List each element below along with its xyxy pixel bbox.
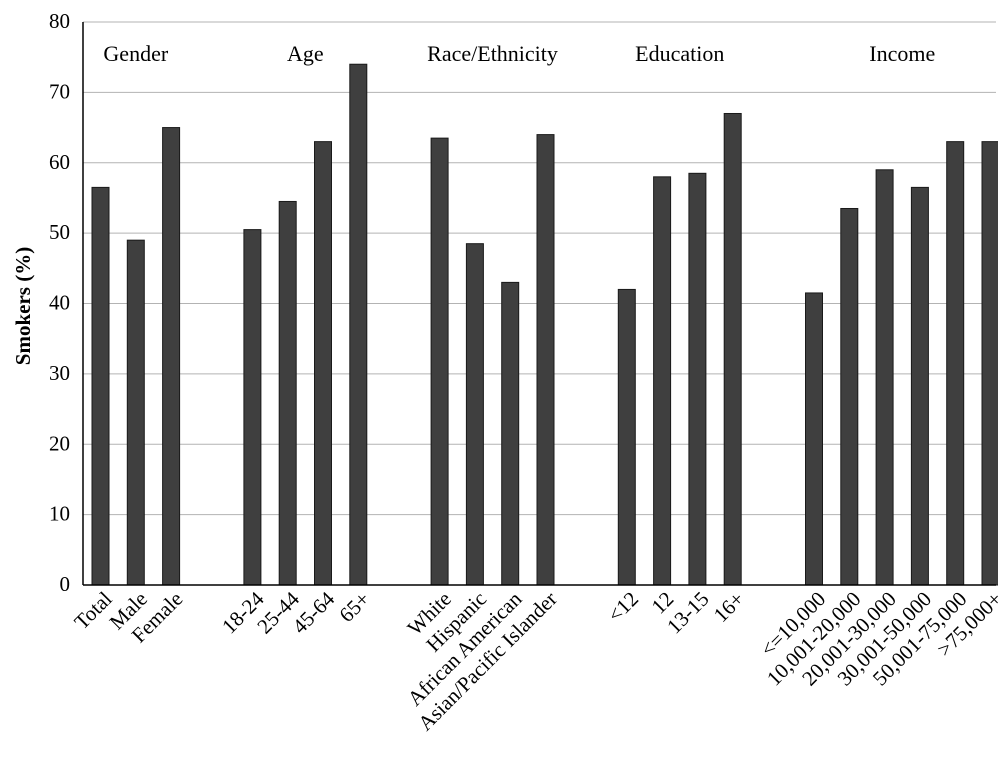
y-tick-label: 30 bbox=[49, 361, 70, 385]
x-tick-label: 13-15 bbox=[662, 587, 714, 639]
y-tick-label: 70 bbox=[49, 79, 70, 103]
x-tick-label: <12 bbox=[603, 587, 643, 627]
y-axis-title: Smokers (%) bbox=[11, 247, 35, 365]
y-tick-label: 10 bbox=[49, 502, 70, 526]
group-label: Race/Ethnicity bbox=[427, 41, 558, 66]
group-label: Age bbox=[287, 41, 324, 66]
bar bbox=[278, 200, 297, 586]
bar bbox=[805, 292, 823, 586]
y-tick-label: 50 bbox=[49, 220, 70, 244]
bar bbox=[723, 112, 742, 586]
bar bbox=[349, 63, 368, 586]
axes bbox=[82, 22, 996, 586]
y-tick-label: 80 bbox=[49, 9, 70, 33]
bar bbox=[465, 243, 484, 586]
bar bbox=[875, 169, 894, 586]
bar bbox=[501, 281, 520, 586]
bar bbox=[653, 176, 672, 586]
bar bbox=[91, 186, 110, 586]
bar bbox=[617, 288, 636, 586]
bars bbox=[91, 63, 998, 586]
group-label: Education bbox=[635, 41, 724, 66]
bar bbox=[126, 239, 145, 586]
group-labels: Gender Age Race/Ethnicity Education Income bbox=[103, 41, 935, 66]
y-tick-label: 0 bbox=[60, 572, 71, 596]
x-tick-label: 16+ bbox=[709, 587, 749, 627]
y-tick-label: 20 bbox=[49, 431, 70, 455]
x-tick-label: Total bbox=[69, 587, 116, 634]
bar bbox=[536, 134, 555, 586]
y-tick-label: 60 bbox=[49, 150, 70, 174]
x-tick-label: 45-64 bbox=[288, 586, 340, 638]
bar bbox=[981, 141, 998, 586]
bar bbox=[946, 141, 965, 586]
group-label: Income bbox=[869, 41, 935, 66]
bar bbox=[162, 127, 181, 586]
y-tick-label: 40 bbox=[49, 291, 70, 315]
bar bbox=[243, 229, 262, 586]
bar bbox=[314, 141, 332, 586]
y-tick-labels: 0 10 20 30 40 50 60 70 80 bbox=[49, 9, 70, 596]
group-label: Gender bbox=[103, 41, 168, 66]
bar bbox=[430, 137, 449, 586]
bar bbox=[688, 172, 707, 586]
bar bbox=[840, 207, 859, 586]
bar bbox=[910, 186, 929, 586]
x-tick-label: 65+ bbox=[334, 587, 374, 627]
